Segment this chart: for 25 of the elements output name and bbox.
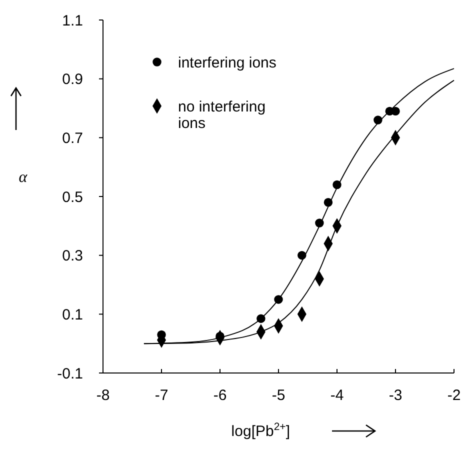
point bbox=[374, 116, 382, 124]
y-tick-label: -0.1 bbox=[57, 365, 83, 382]
x-tick-label: -8 bbox=[96, 387, 110, 404]
y-tick-label: 1.1 bbox=[62, 12, 83, 30]
x-tick-label: -7 bbox=[154, 387, 168, 404]
legend-label: interfering ions bbox=[178, 54, 276, 72]
point bbox=[274, 295, 283, 304]
x-tick-label: -2 bbox=[447, 387, 461, 404]
legend-label: no interfering ions bbox=[178, 98, 266, 132]
y-tick-label: 0.5 bbox=[62, 188, 83, 206]
y-axis-title: α bbox=[18, 168, 28, 186]
point bbox=[256, 314, 266, 323]
point bbox=[324, 198, 333, 207]
x-tick-label: -4 bbox=[330, 387, 344, 404]
x-tick-label: -6 bbox=[213, 387, 227, 404]
y-tick-label: 0.1 bbox=[62, 306, 83, 324]
y-tick-label: 0.9 bbox=[62, 71, 83, 88]
y-tick-label: 0.3 bbox=[62, 248, 83, 265]
point bbox=[298, 250, 306, 260]
point bbox=[315, 218, 324, 228]
x-tick-label: -5 bbox=[272, 387, 286, 404]
point bbox=[332, 180, 342, 190]
x-tick-label: -3 bbox=[388, 387, 402, 404]
y-tick-label: 0.7 bbox=[62, 130, 83, 147]
x-axis-title: log[Pb$^{2+}$] bbox=[231, 421, 290, 440]
